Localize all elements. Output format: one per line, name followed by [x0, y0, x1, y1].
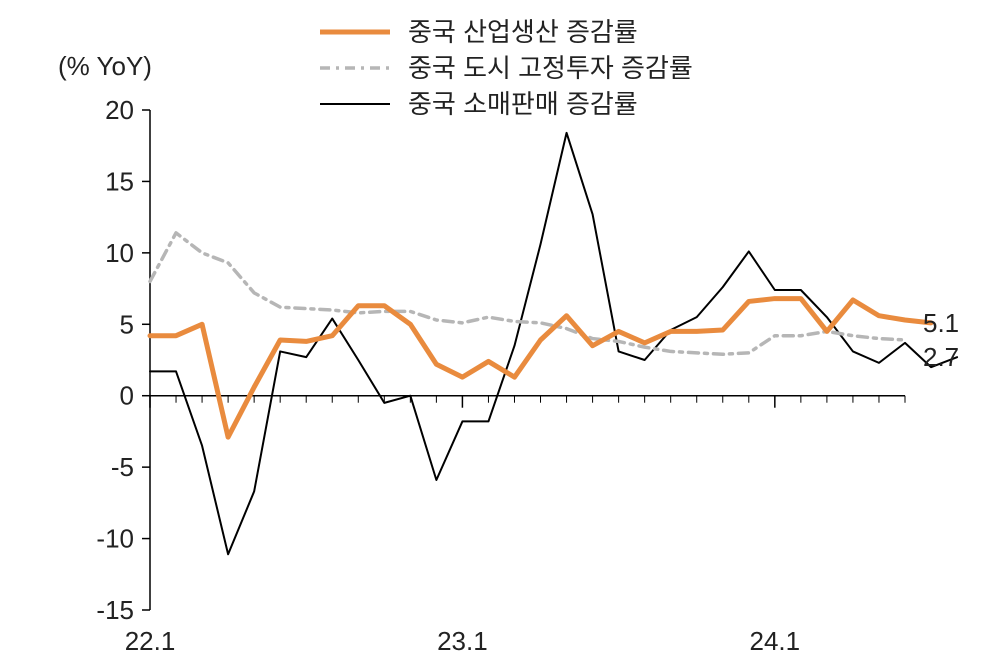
y-axis-label: (% YoY) [58, 51, 152, 81]
y-tick-label: -15 [96, 595, 134, 625]
y-tick-label: 20 [105, 95, 134, 125]
x-tick-label: 22.1 [125, 626, 176, 656]
series-end-label: 2.7 [923, 342, 959, 372]
x-tick-label: 23.1 [437, 626, 488, 656]
legend-label-industrial: 중국 산업생산 증감률 [408, 17, 638, 47]
y-tick-label: -10 [96, 524, 134, 554]
chart-svg: -15 -10 -5 0 5 10 15 20 (% YoY) 22.1 23.1 24.1 5.1 2.… [0, 0, 999, 672]
y-tick-label: 15 [105, 166, 134, 196]
legend-label-retail: 중국 소매판매 증감률 [408, 89, 638, 119]
legend-label-fixed_invest: 중국 도시 고정투자 증감률 [408, 53, 693, 83]
china-econ-chart: -15 -10 -5 0 5 10 15 20 (% YoY) 22.1 23.1 24.1 5.1 2.… [0, 0, 999, 672]
y-tick-label: 10 [105, 238, 134, 268]
y-tick-label: 0 [120, 381, 134, 411]
y-tick-label: -5 [111, 452, 134, 482]
x-tick-label: 24.1 [750, 626, 801, 656]
series-end-label: 5.1 [923, 308, 959, 338]
y-tick-label: 5 [120, 309, 134, 339]
